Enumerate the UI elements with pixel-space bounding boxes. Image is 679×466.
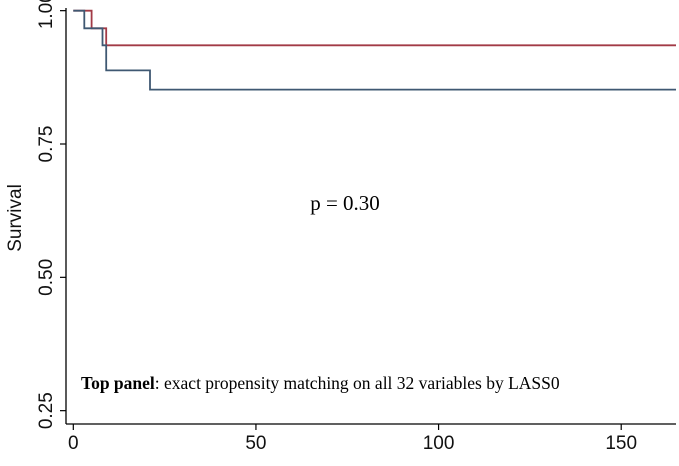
caption-bold: Top panel [81, 373, 155, 393]
survival-curve-2 [73, 9, 676, 91]
x-tick-label: 0 [68, 433, 79, 454]
y-tick-label: 1.00 [36, 0, 57, 29]
x-tick-label: 150 [605, 433, 637, 454]
caption-rest: : exact propensity matching on all 32 va… [155, 373, 560, 393]
y-tick-label: 0.75 [36, 126, 57, 163]
x-tick-label: 100 [423, 433, 455, 454]
caption: Top panel: exact propensity matching on … [81, 373, 560, 393]
axes: 0 50 100 150 0.25 0.50 0.75 1.00 Survival [5, 0, 676, 454]
series-layer [73, 9, 676, 91]
y-tick-label: 0.50 [36, 259, 57, 296]
x-tick-label: 50 [245, 433, 266, 454]
y-axis-title: Survival [5, 184, 26, 252]
y-tick-label: 0.25 [36, 392, 57, 429]
p-value-annotation: p = 0.30 [310, 191, 380, 215]
survival-curve-1 [73, 9, 676, 47]
